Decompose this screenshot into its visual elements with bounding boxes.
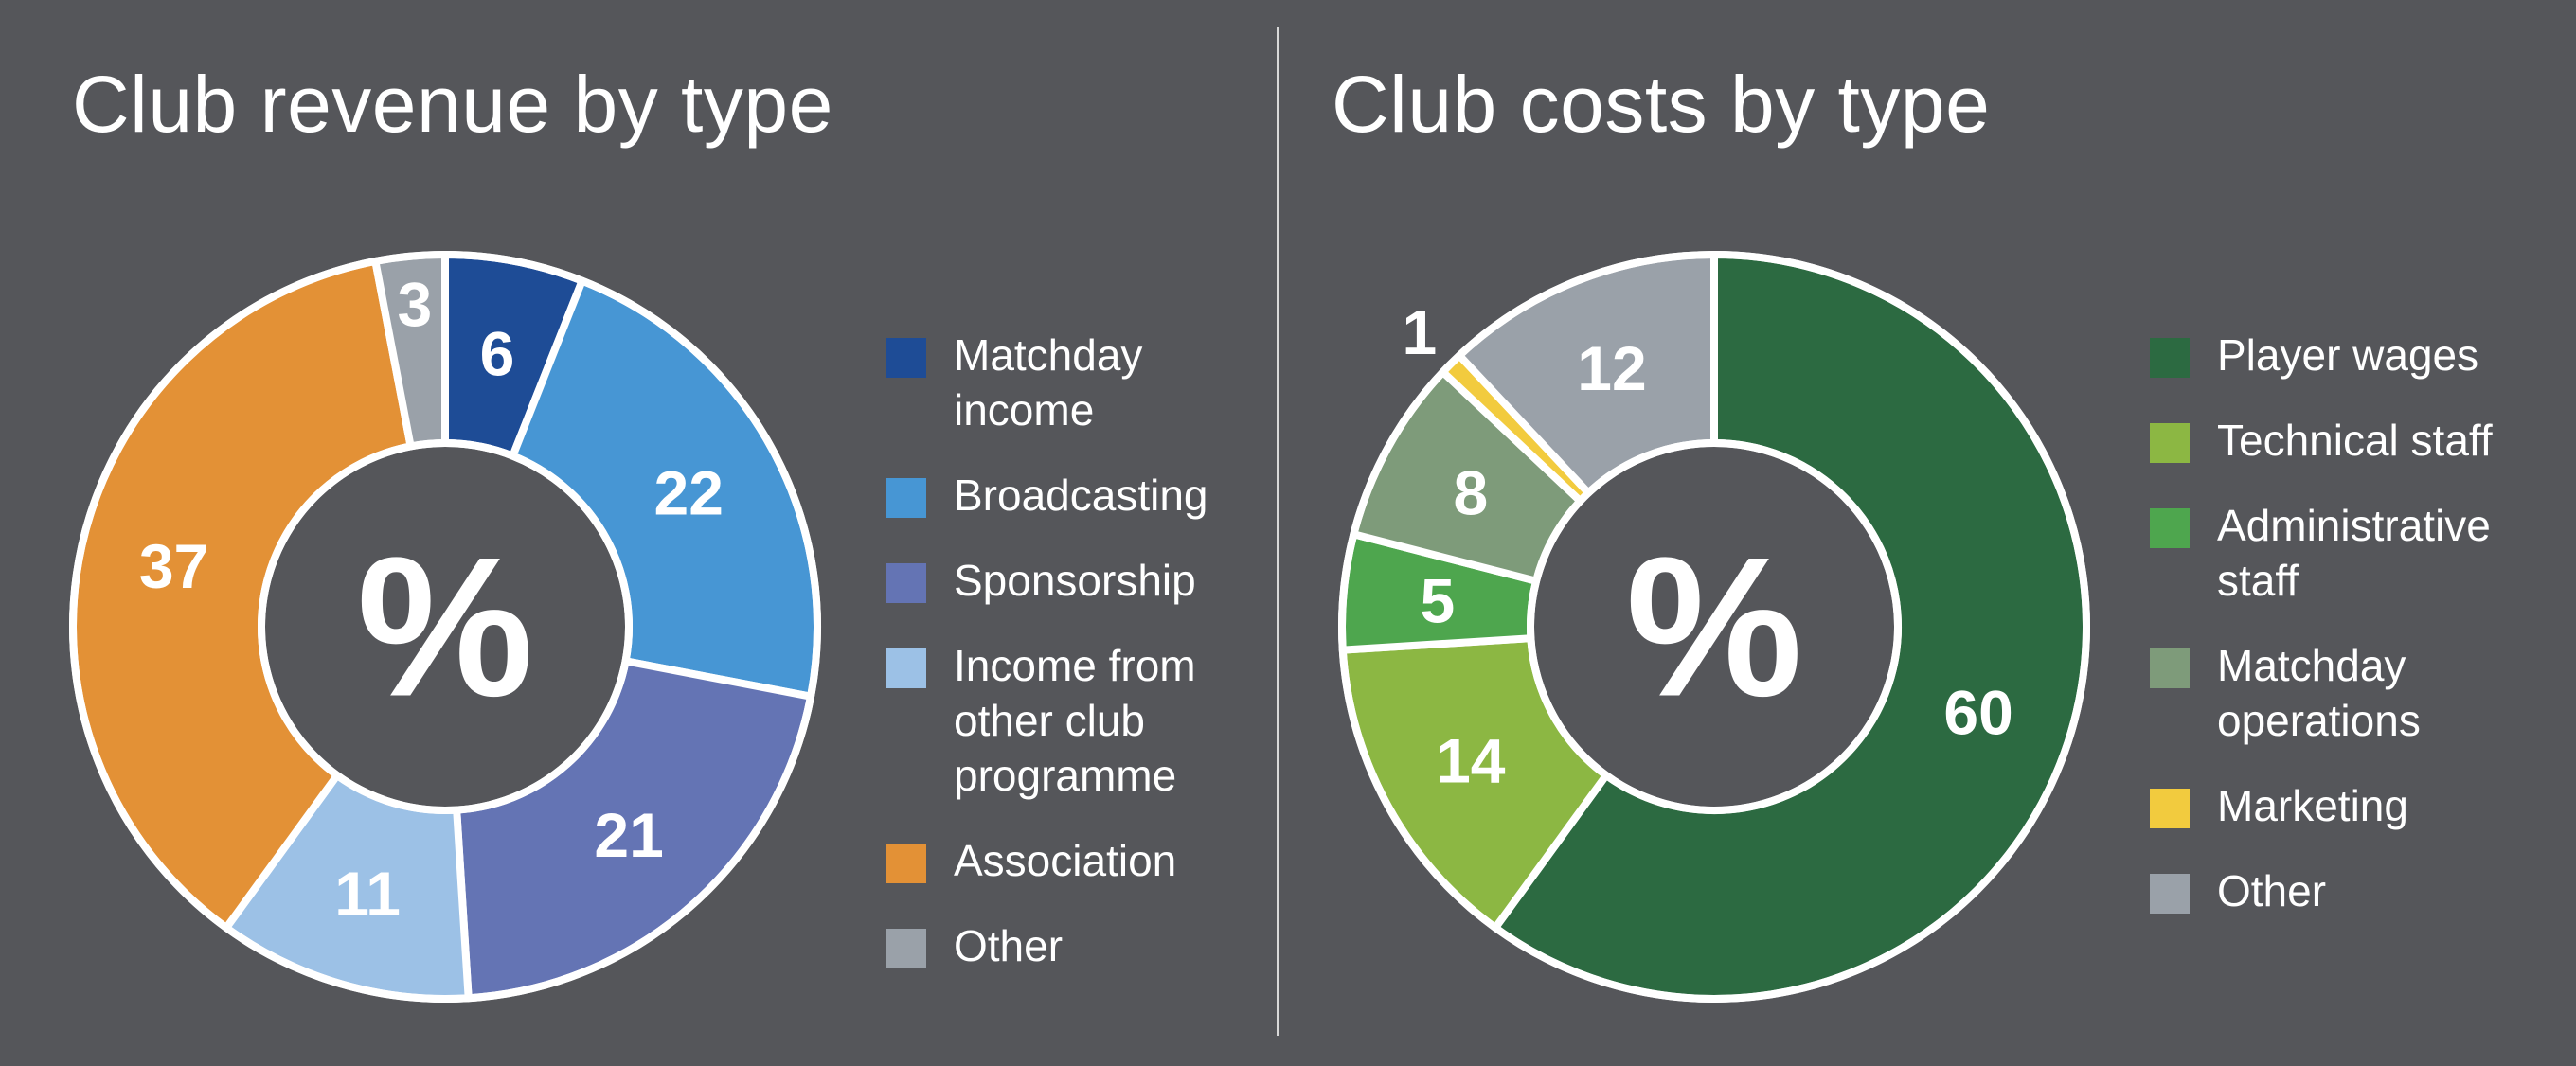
value-label-matchday-operations: 8 — [1453, 458, 1488, 528]
value-label-association: 37 — [139, 531, 208, 601]
legend-item: Sponsorship — [886, 553, 1208, 608]
value-label-other: 12 — [1577, 333, 1646, 403]
legend-label: Other — [2217, 866, 2327, 915]
legend-swatch — [886, 478, 926, 518]
costs-donut-chart: 60 14 5 8 1 12% — [1338, 251, 2090, 1003]
legend-swatch — [886, 338, 926, 378]
legend-swatch — [886, 844, 926, 883]
inner-ring — [258, 439, 633, 814]
revenue-donut-chart: 6 22 21 11 37 3% — [69, 251, 821, 1003]
legend-swatch — [2150, 338, 2190, 378]
value-label-administrative-staff: 5 — [1420, 565, 1455, 635]
value-label-other: 3 — [397, 270, 432, 340]
legend-item: Marketing — [2150, 778, 2493, 833]
legend-label: Association — [954, 836, 1177, 885]
value-label-player-wages: 60 — [1943, 678, 2012, 748]
legend-label: Sponsorship — [954, 556, 1196, 605]
chart-divider — [1277, 27, 1279, 1036]
legend-item: Other — [886, 918, 1208, 973]
costs-chart-title: Club costs by type — [1332, 60, 1991, 149]
legend-item: Player wages — [2150, 328, 2493, 382]
legend-item: Broadcasting — [886, 468, 1208, 523]
costs-legend: Player wages Technical staff Administrativ… — [2150, 328, 2493, 949]
outer-ring — [1338, 251, 2090, 1003]
value-label-income-from-other-club-programme: 11 — [334, 859, 401, 929]
legend-swatch — [886, 648, 926, 688]
legend-label: Matchday operations — [2217, 641, 2421, 745]
legend-item: Matchday income — [886, 328, 1208, 437]
legend-item: Administrative staff — [2150, 498, 2493, 608]
inner-ring — [1527, 439, 1902, 814]
legend-label: Income from other club programme — [954, 641, 1196, 800]
legend-swatch — [886, 563, 926, 603]
legend-swatch — [2150, 423, 2190, 463]
value-label-marketing: 1 — [1403, 297, 1438, 367]
legend-swatch — [2150, 874, 2190, 914]
value-label-sponsorship: 21 — [594, 800, 663, 870]
legend-item: Technical staff — [2150, 413, 2493, 468]
center-percent-label: % — [1626, 516, 1803, 738]
legend-swatch — [2150, 508, 2190, 548]
legend-item: Income from other club programme — [886, 638, 1208, 803]
legend-label: Administrative staff — [2217, 501, 2491, 605]
legend-item: Association — [886, 833, 1208, 888]
center-percent-label: % — [357, 516, 534, 738]
legend-item: Other — [2150, 863, 2493, 918]
legend-label: Other — [954, 921, 1064, 970]
legend-label: Broadcasting — [954, 471, 1208, 520]
value-label-technical-staff: 14 — [1436, 725, 1506, 795]
legend-swatch — [2150, 789, 2190, 828]
legend-label: Player wages — [2217, 330, 2479, 380]
revenue-chart-title: Club revenue by type — [72, 60, 833, 149]
legend-swatch — [2150, 648, 2190, 688]
legend-label: Technical staff — [2217, 416, 2493, 465]
value-label-broadcasting: 22 — [653, 458, 723, 528]
legend-label: Matchday income — [954, 330, 1143, 435]
outer-ring — [69, 251, 821, 1003]
legend-label: Marketing — [2217, 781, 2408, 830]
revenue-legend: Matchday income Broadcasting Sponsorship In… — [886, 328, 1208, 1004]
legend-item: Matchday operations — [2150, 638, 2493, 748]
value-label-matchday-income: 6 — [480, 319, 515, 389]
legend-swatch — [886, 929, 926, 968]
